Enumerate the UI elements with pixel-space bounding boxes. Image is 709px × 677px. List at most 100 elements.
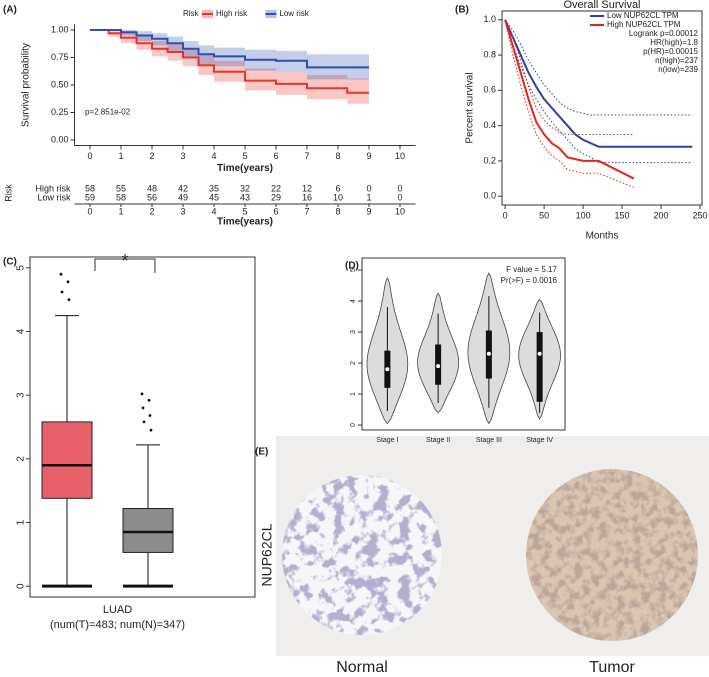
y-tick-label: 1.00 xyxy=(51,24,69,34)
x-tick-label: 0 xyxy=(503,210,508,220)
y-tick-label: 0.6 xyxy=(483,85,496,95)
outlier xyxy=(148,414,152,417)
confidence-band xyxy=(90,30,369,80)
y-axis-label: Survival probability xyxy=(21,43,32,127)
y-tick-label: 5 xyxy=(16,265,27,271)
risk-count: 49 xyxy=(178,192,188,202)
x-tick-label: 0 xyxy=(87,206,92,216)
significance-mark: * xyxy=(121,251,128,271)
chart-title: Overall Survival xyxy=(563,0,640,11)
statistic: Pr(>F) = 0.0016 xyxy=(501,276,558,285)
x-tick-label: 250 xyxy=(693,210,708,220)
y-tick-label: 0.75 xyxy=(51,52,69,62)
risk-count: 1 xyxy=(366,192,371,202)
legend-label: Low NUP62CL TPM xyxy=(607,11,679,20)
risk-count: 58 xyxy=(116,192,126,202)
y-tick-label: 0.8 xyxy=(483,49,496,59)
panel-label: (E) xyxy=(255,447,268,458)
legend-label: High risk xyxy=(216,9,248,18)
y-tick-label: 0.4 xyxy=(483,120,496,130)
x-axis-label: Months xyxy=(586,231,619,242)
box xyxy=(536,332,543,402)
x-tick-label: 5 xyxy=(242,206,247,216)
confidence-line xyxy=(504,19,693,164)
x-tick-label: 200 xyxy=(654,210,669,220)
x-tick-label: Stage I xyxy=(376,437,398,444)
risk-count: 58 xyxy=(85,183,95,193)
plot-frame xyxy=(29,256,256,598)
survival-line xyxy=(90,29,369,69)
y-tick-label: 0 xyxy=(16,583,27,589)
x-tick-label: 4 xyxy=(211,206,216,216)
risk-table-title: Risk xyxy=(3,184,13,202)
statistic: Logrank p=0.00012 xyxy=(629,29,699,38)
y-tick-label: 0.2 xyxy=(483,155,496,165)
x-axis-label: (num(T)=483; num(N)=347) xyxy=(50,619,185,631)
median xyxy=(436,364,441,369)
risk-count: 59 xyxy=(85,192,95,202)
y-tick-label: 2 xyxy=(16,456,27,462)
statistic: n(high)=237 xyxy=(655,56,698,65)
significance-bracket xyxy=(94,258,156,273)
risk-count: 48 xyxy=(147,183,157,193)
x-tick-label: 3 xyxy=(180,206,185,216)
risk-row-label: Low risk xyxy=(37,192,71,202)
risk-count: 6 xyxy=(335,183,340,193)
statistic: n(low)=239 xyxy=(658,65,698,74)
x-tick-label: 150 xyxy=(615,210,630,220)
risk-count: 22 xyxy=(271,183,281,193)
x-tick-label: Stage II xyxy=(426,437,450,444)
x-tick-label: 10 xyxy=(395,151,405,161)
box xyxy=(41,421,93,499)
outlier xyxy=(140,392,144,396)
panel-label: (A) xyxy=(3,5,17,16)
statistic: F value = 5.17 xyxy=(506,265,557,274)
y-tick-label: 1 xyxy=(350,392,357,396)
x-tick-label: 50 xyxy=(539,210,549,220)
x-tick-label: 9 xyxy=(366,151,371,161)
risk-count: 0 xyxy=(366,183,371,193)
outlier xyxy=(141,406,145,410)
y-tick-label: 5 xyxy=(350,268,357,272)
statistic: p(HR)=0.00015 xyxy=(643,47,698,56)
x-tick-label: 2 xyxy=(149,151,154,161)
x-tick-label: 7 xyxy=(304,151,309,161)
x-tick-label: 8 xyxy=(335,151,340,161)
risk-count: 56 xyxy=(147,192,157,202)
risk-count: 45 xyxy=(209,192,219,202)
risk-count: 35 xyxy=(209,183,219,193)
panel-label: (C) xyxy=(3,257,17,268)
survival-line xyxy=(504,19,635,180)
risk-count: 32 xyxy=(240,183,250,193)
confidence-line xyxy=(504,19,634,188)
risk-count: 29 xyxy=(271,192,281,202)
y-tick-label: 0.50 xyxy=(51,79,69,89)
tumor-texture xyxy=(526,469,698,641)
median xyxy=(385,367,390,372)
risk-count: 0 xyxy=(397,183,402,193)
y-tick-label: 4 xyxy=(350,299,357,303)
survival-line xyxy=(504,19,693,148)
outlier xyxy=(142,420,146,424)
risk-row-label: High risk xyxy=(35,183,71,193)
y-tick-label: 1.0 xyxy=(483,14,496,24)
x-tick-label: 6 xyxy=(273,206,278,216)
risk-count: 10 xyxy=(333,192,343,202)
confidence-line xyxy=(504,19,693,116)
risk-count: 42 xyxy=(178,183,188,193)
legend-label: High NUP62CL TPM xyxy=(607,20,681,29)
outlier xyxy=(149,428,153,432)
y-tick-label: 0.0 xyxy=(483,191,496,201)
statistic: HR(high)=1.8 xyxy=(650,38,698,47)
image-caption: Tumor xyxy=(589,659,635,676)
outlier xyxy=(67,298,71,302)
normal-texture xyxy=(282,475,442,635)
x-tick-label: Stage IV xyxy=(526,437,553,444)
box xyxy=(122,507,174,553)
median xyxy=(486,351,491,356)
outlier xyxy=(59,272,63,276)
x-tick-label: LUAD xyxy=(103,604,132,616)
p-value: p=2.851e-02 xyxy=(85,108,131,117)
x-tick-label: Stage III xyxy=(476,437,502,444)
